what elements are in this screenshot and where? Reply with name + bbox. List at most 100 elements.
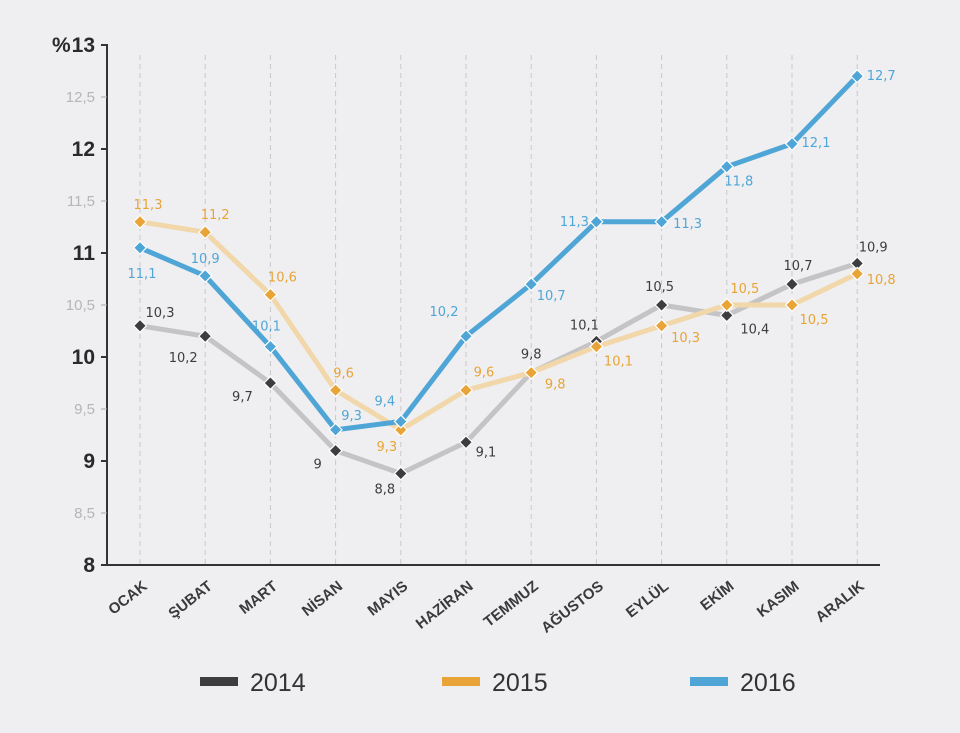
- data-point-2016-eylül: [654, 214, 669, 230]
- data-label-2014: 10,2: [169, 351, 198, 366]
- data-point-2015-kasim: [784, 297, 800, 313]
- y-axis-unit-label: %: [52, 34, 71, 57]
- series-line-2014: [137, 260, 860, 476]
- y-tick-label: 12: [72, 138, 95, 161]
- y-tick-label: 13: [72, 34, 95, 57]
- data-point-2015-hazi̇ran: [458, 383, 474, 398]
- x-tick-label: TEMMUZ: [481, 578, 542, 631]
- data-point-2014-eylül: [654, 297, 669, 313]
- data-point-2014-mart: [263, 375, 278, 391]
- data-point-2016-mayis: [393, 414, 409, 429]
- y-tick-label: 11,5: [67, 193, 95, 210]
- data-label-2015: 10,1: [604, 355, 633, 370]
- data-point-2014-ni̇san: [328, 443, 343, 458]
- data-label-2016: 10,9: [191, 252, 220, 267]
- series-line-2015: [137, 219, 860, 433]
- data-point-2014-eki̇m: [719, 308, 735, 323]
- data-point-2016-temmuz: [523, 276, 539, 292]
- data-point-2014-aralik: [849, 256, 865, 271]
- data-label-2016: 12,1: [802, 136, 831, 151]
- data-point-2016-ni̇san: [328, 422, 343, 438]
- data-label-2014: 10,1: [570, 318, 599, 333]
- x-tick-label: MART: [236, 578, 281, 618]
- x-tick-label: EKİM: [697, 578, 737, 614]
- y-tick-label: 12,5: [66, 89, 95, 106]
- data-label-2016: 11,8: [724, 175, 753, 190]
- x-tick-label: MAYIS: [364, 578, 411, 620]
- x-tick-label: HAZİRAN: [413, 578, 477, 633]
- legend-swatch-2014: [200, 677, 238, 686]
- data-label-2014: 10,9: [859, 240, 888, 255]
- data-label-2015: 11,3: [134, 198, 163, 213]
- data-point-2014-kasim: [784, 276, 800, 292]
- data-label-2016: 9,3: [341, 409, 362, 424]
- series-line-2016: [137, 73, 860, 433]
- data-point-2014-ocak: [132, 318, 148, 334]
- data-label-2016: 10,7: [537, 289, 566, 304]
- data-label-2016: 11,3: [673, 217, 702, 232]
- data-point-2015-mayis: [393, 422, 409, 438]
- data-label-2015: 9,3: [376, 440, 397, 455]
- data-label-2015: 10,5: [730, 282, 759, 297]
- data-point-2016-eki̇m: [719, 159, 735, 174]
- x-tick-label: OCAK: [105, 578, 150, 619]
- data-label-2016: 11,3: [560, 215, 589, 230]
- data-point-2016-ağustos: [589, 214, 604, 230]
- data-point-2016-hazi̇ran: [458, 328, 474, 344]
- x-tick-label: ŞUBAT: [165, 578, 215, 623]
- x-tick-label: ARALIK: [813, 578, 868, 626]
- data-point-2014-şubat: [197, 328, 213, 344]
- legend-label-2016: 2016: [740, 669, 796, 697]
- data-label-2015: 10,8: [867, 273, 896, 288]
- series-points: [132, 68, 865, 481]
- data-label-2015: 10,5: [800, 313, 829, 328]
- y-tick-label: 8: [83, 554, 95, 577]
- x-axis-tick-labels: OCAK ŞUBAT MART NİSAN MAYIS HAZİRAN TEMMUZAĞUS…: [105, 577, 868, 637]
- data-label-2016: 11,1: [128, 267, 157, 282]
- data-label-2015: 9,6: [474, 365, 495, 380]
- data-label-2014: 8,8: [374, 482, 395, 497]
- data-label-2015: 10,3: [671, 331, 700, 346]
- data-point-2015-mart: [263, 287, 278, 302]
- legend-swatch-2016: [690, 677, 728, 686]
- y-tick-label: 10,5: [66, 297, 95, 314]
- data-label-2014: 10,3: [146, 306, 175, 321]
- data-label-2014: 10,5: [645, 280, 674, 295]
- data-label-2016: 10,2: [430, 305, 459, 320]
- x-tick-label: EYLÜL: [623, 578, 672, 622]
- y-tick-label: 8,5: [74, 505, 95, 522]
- data-label-2015: 9,8: [545, 378, 566, 393]
- data-label-2014: 9,8: [521, 348, 542, 363]
- data-point-2015-aralik: [849, 266, 865, 282]
- data-point-2016-kasim: [784, 136, 800, 152]
- y-tick-label: 10: [72, 346, 95, 369]
- data-label-2015: 11,2: [201, 208, 230, 223]
- series-lines: [137, 73, 860, 476]
- x-tick-label: AĞUSTOS: [538, 577, 607, 637]
- y-tick-label: 11: [73, 242, 96, 265]
- legend-label-2014: 2014: [250, 669, 306, 697]
- data-point-2015-eki̇m: [719, 297, 735, 313]
- data-point-2014-mayis: [393, 466, 409, 481]
- data-label-2014: 9,7: [232, 390, 253, 405]
- data-label-2014: 9,1: [476, 445, 497, 460]
- data-label-2016: 9,4: [374, 394, 395, 409]
- data-label-2016: 12,7: [867, 69, 896, 84]
- data-point-2015-temmuz: [523, 365, 539, 380]
- data-point-2016-mart: [263, 339, 278, 354]
- x-tick-label: NİSAN: [299, 578, 346, 620]
- data-point-2014-hazi̇ran: [458, 435, 474, 450]
- data-label-2014: 10,4: [740, 322, 769, 337]
- data-point-2015-eylül: [654, 318, 669, 334]
- legend-label-2015: 2015: [492, 669, 548, 697]
- data-point-2015-ocak: [132, 214, 148, 230]
- data-label-2015: 10,6: [268, 271, 297, 286]
- legend: 2014 2015 2016: [200, 669, 796, 697]
- y-tick-label: 9,5: [74, 401, 95, 418]
- data-label-2014: 9: [313, 458, 321, 473]
- y-tick-label: 9: [83, 450, 95, 473]
- data-point-2015-ni̇san: [328, 383, 343, 398]
- data-label-2014: 10,7: [784, 259, 813, 274]
- data-label-2016: 10,1: [252, 320, 281, 335]
